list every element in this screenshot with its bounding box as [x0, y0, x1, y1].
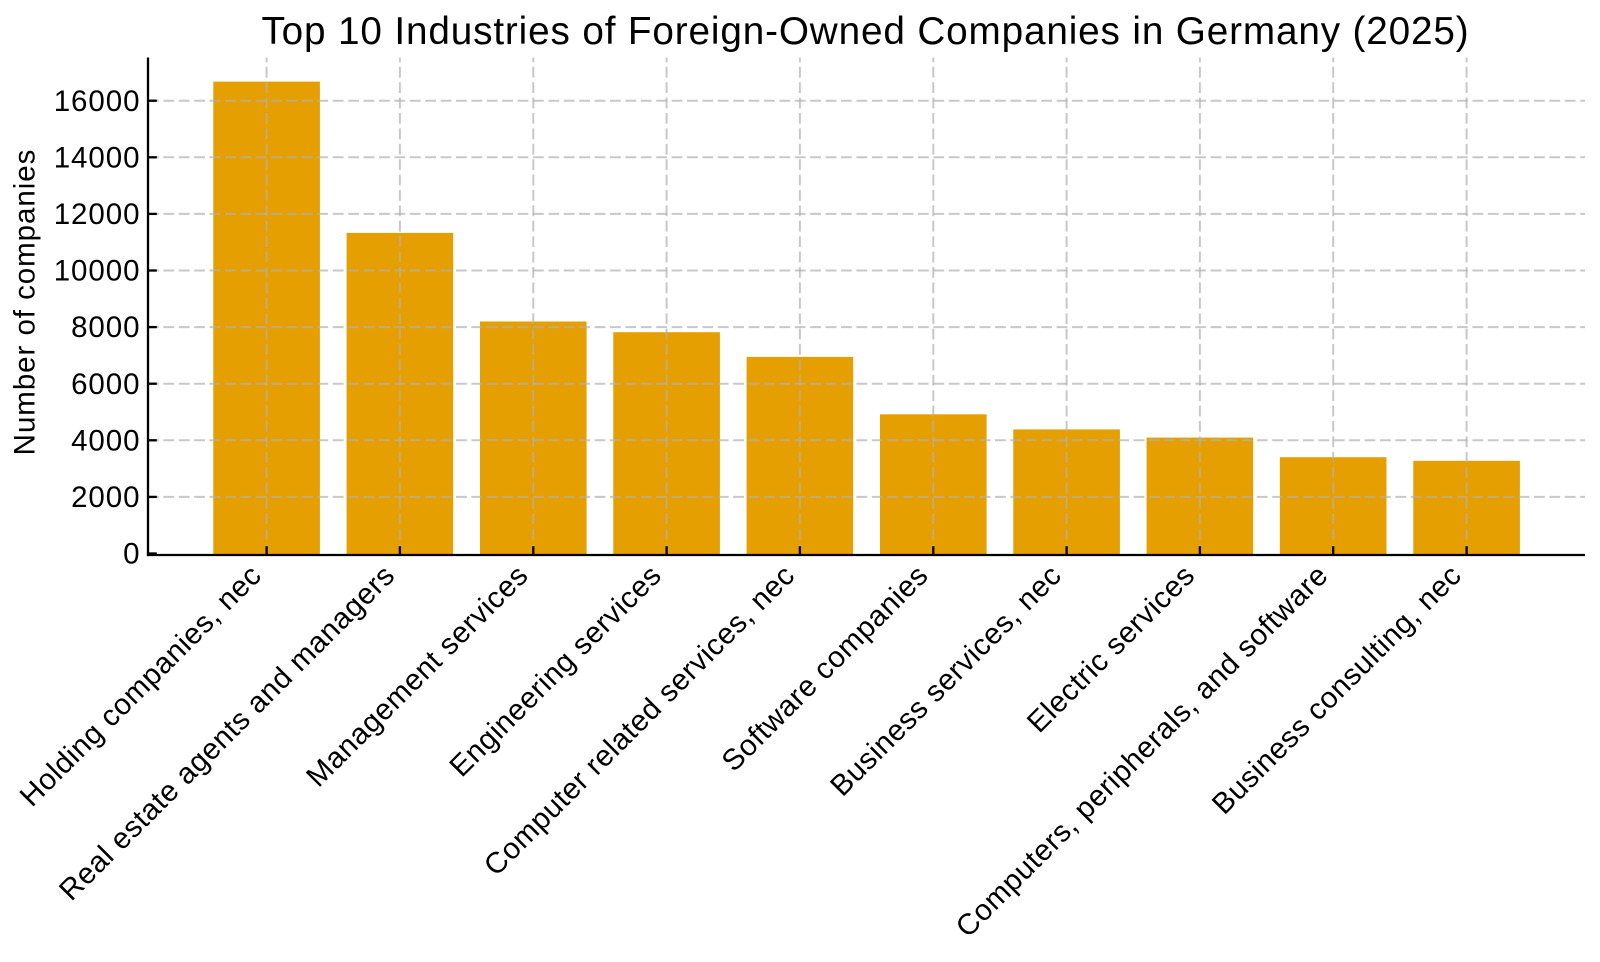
svg-text:Number of companies: Number of companies [9, 149, 42, 456]
svg-text:12000: 12000 [54, 198, 141, 231]
svg-text:10000: 10000 [54, 255, 141, 288]
svg-text:6000: 6000 [71, 368, 140, 401]
svg-text:8000: 8000 [71, 311, 140, 344]
svg-text:2000: 2000 [71, 481, 140, 514]
svg-text:16000: 16000 [54, 85, 141, 118]
svg-text:0: 0 [123, 538, 140, 571]
svg-text:14000: 14000 [54, 141, 141, 174]
svg-text:Top 10 Industries of Foreign-O: Top 10 Industries of Foreign-Owned Compa… [261, 10, 1469, 53]
svg-text:4000: 4000 [71, 424, 140, 457]
